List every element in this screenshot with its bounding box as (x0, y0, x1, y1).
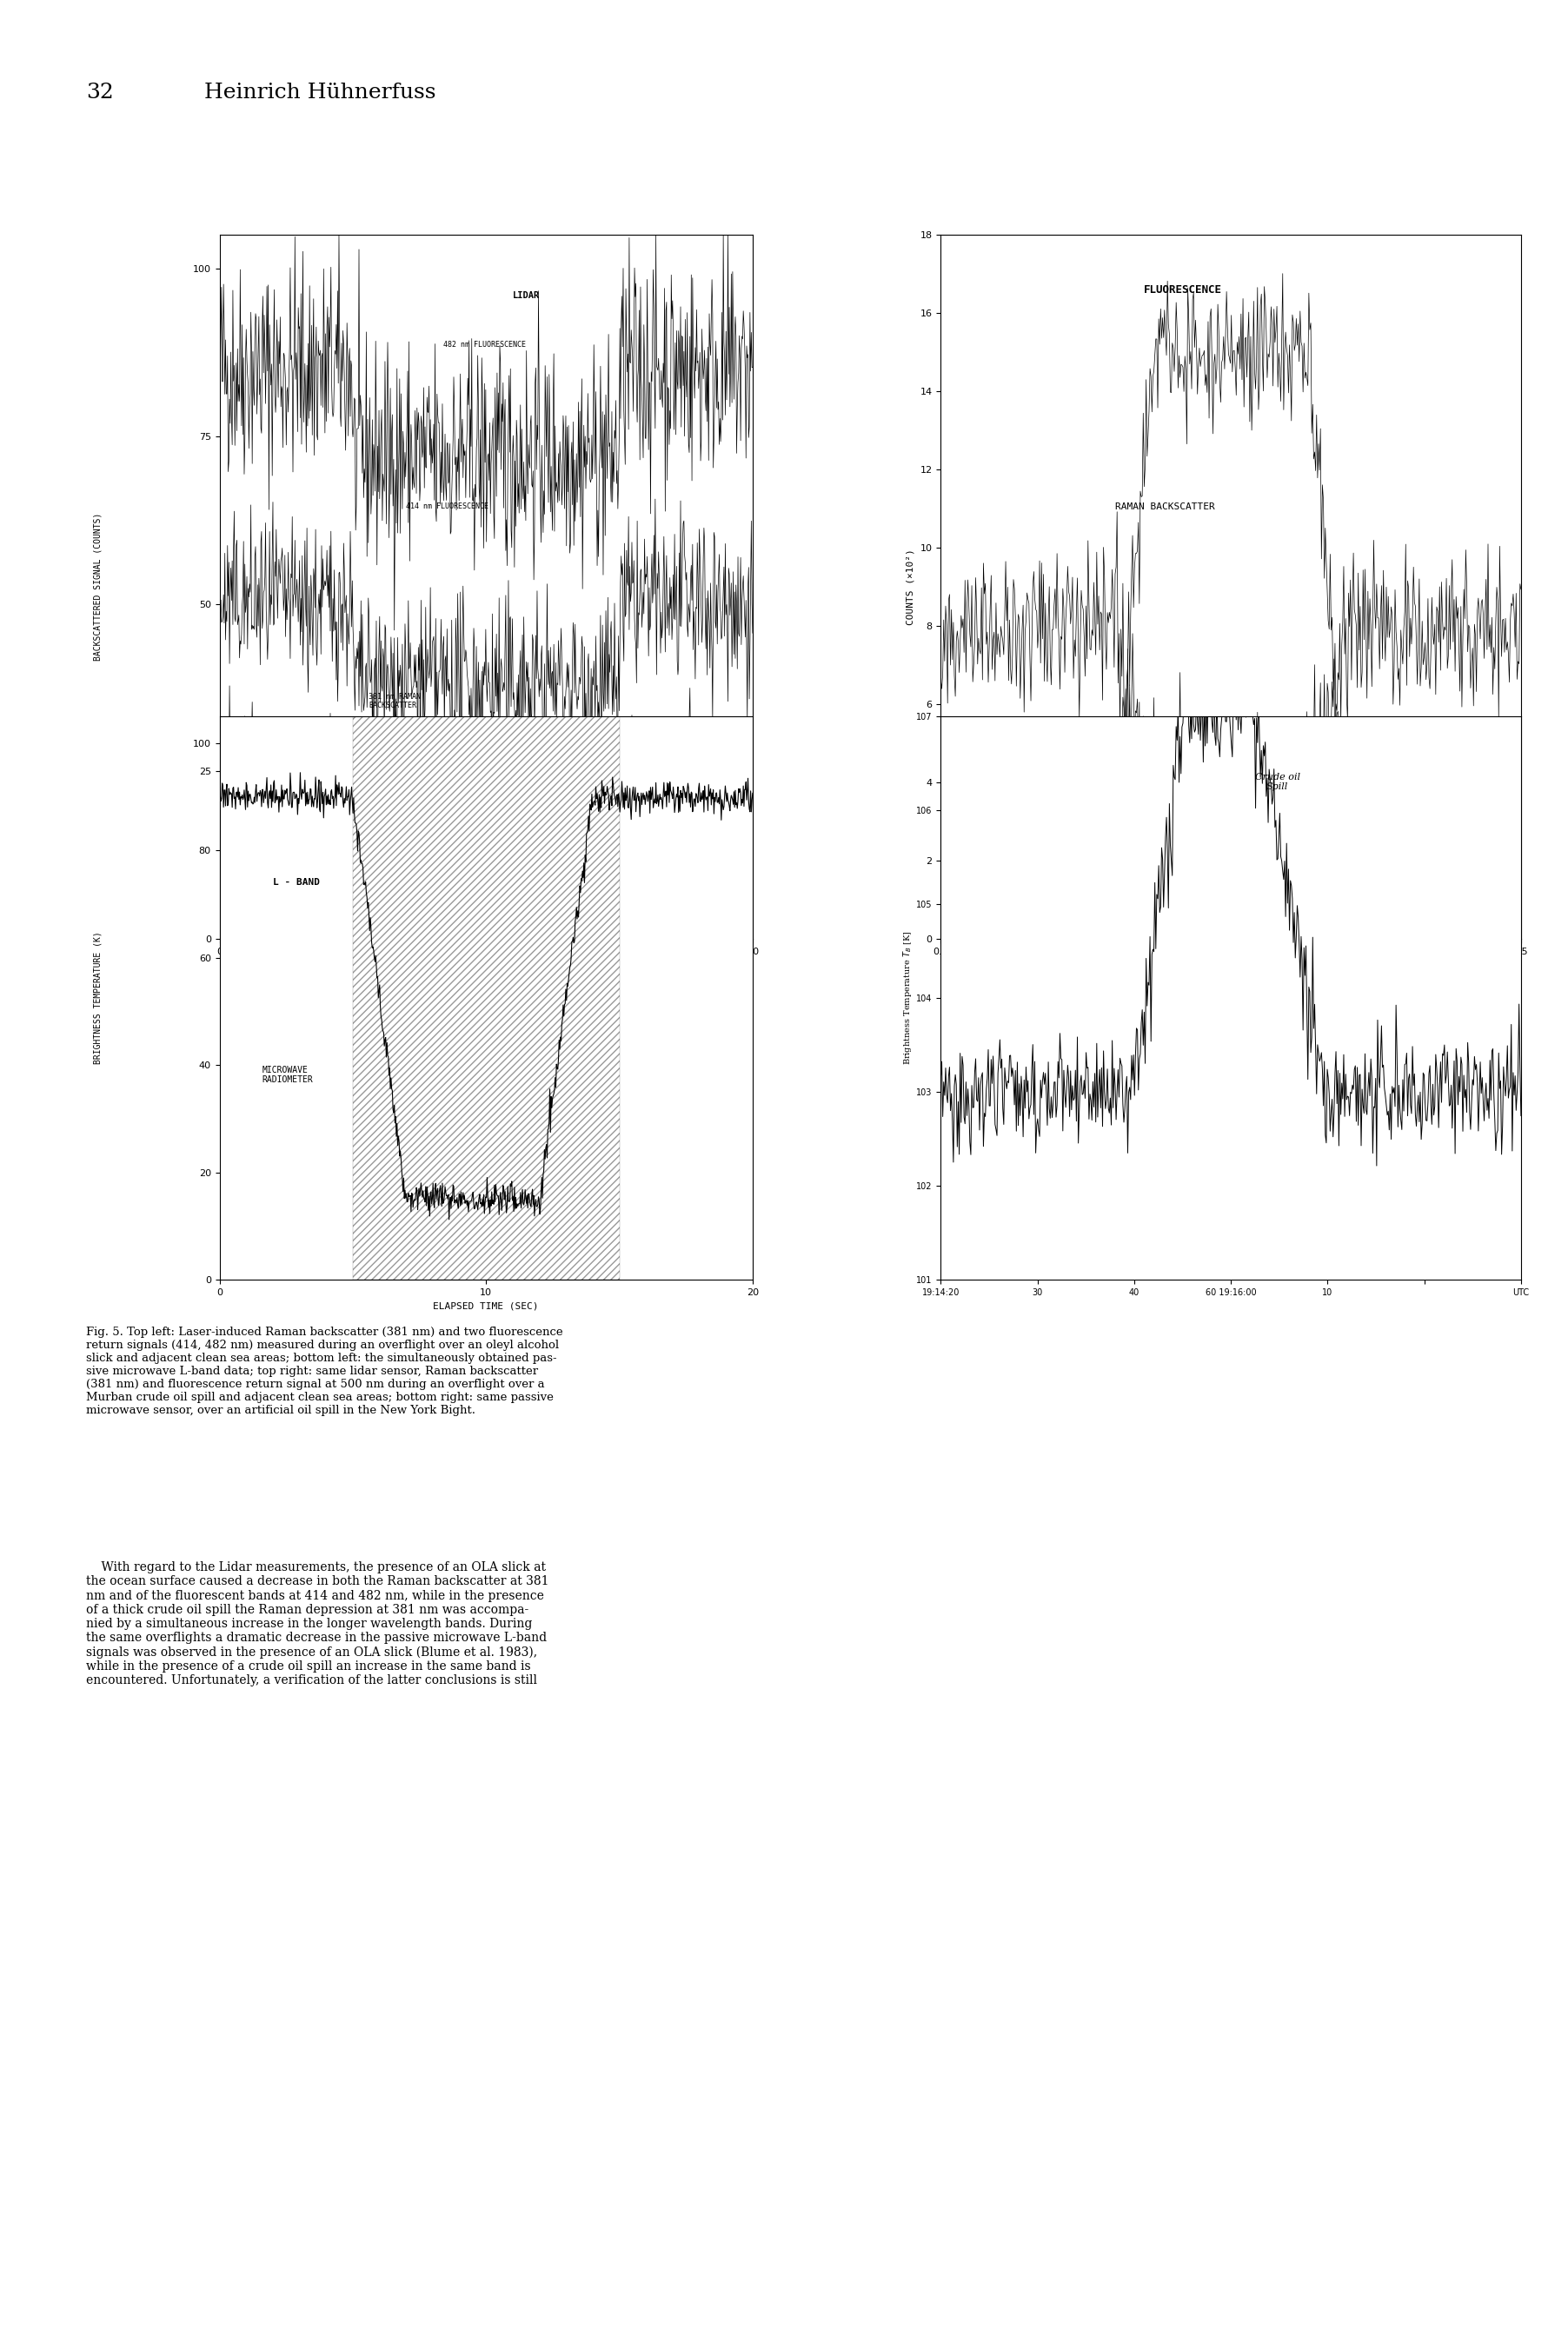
Text: 482 nm FLUORESCENCE: 482 nm FLUORESCENCE (444, 340, 525, 348)
Text: Crude oil
Spill: Crude oil Spill (1254, 772, 1300, 791)
X-axis label: ELAPSED TIME (SEC): ELAPSED TIME (SEC) (433, 960, 539, 970)
Text: 32: 32 (86, 82, 114, 103)
Text: LIDAR: LIDAR (513, 291, 539, 301)
Text: Heinrich Hühnerfuss: Heinrich Hühnerfuss (204, 82, 436, 103)
Text: V: V (337, 937, 342, 944)
Y-axis label: BRIGHTNESS TEMPERATURE (K): BRIGHTNESS TEMPERATURE (K) (94, 932, 102, 1064)
Text: L - BAND: L - BAND (273, 878, 320, 888)
Y-axis label: BACKSCATTERED SIGNAL (COUNTS): BACKSCATTERED SIGNAL (COUNTS) (94, 512, 102, 662)
Text: RAMAN BACKSCATTER: RAMAN BACKSCATTER (1115, 502, 1215, 512)
X-axis label: TIME (SEC): TIME (SEC) (1201, 960, 1261, 970)
Text: With regard to the Lidar measurements, the presence of an OLA slick at
the ocean: With regard to the Lidar measurements, t… (86, 1561, 549, 1686)
Text: Fig. 5. Top left: Laser-induced Raman backscatter (381 nm) and two fluorescence
: Fig. 5. Top left: Laser-induced Raman ba… (86, 1327, 563, 1416)
Text: 381 nm RAMAN
BACKSCATTER: 381 nm RAMAN BACKSCATTER (368, 693, 420, 709)
Y-axis label: COUNTS (×10²): COUNTS (×10²) (906, 549, 916, 625)
Y-axis label: Brightness Temperature $T_B$ [K]: Brightness Temperature $T_B$ [K] (902, 930, 914, 1066)
Text: MICROWAVE
RADIOMETER: MICROWAVE RADIOMETER (262, 1066, 314, 1085)
Text: A: A (630, 937, 635, 944)
Text: $\leftarrow$SLICK$\rightarrow$: $\leftarrow$SLICK$\rightarrow$ (463, 1028, 510, 1040)
Text: 414 nm FLUORESCENCE: 414 nm FLUORESCENCE (406, 502, 489, 510)
Text: FLUORESCENCE: FLUORESCENCE (1143, 284, 1221, 296)
X-axis label: ELAPSED TIME (SEC): ELAPSED TIME (SEC) (433, 1301, 539, 1310)
